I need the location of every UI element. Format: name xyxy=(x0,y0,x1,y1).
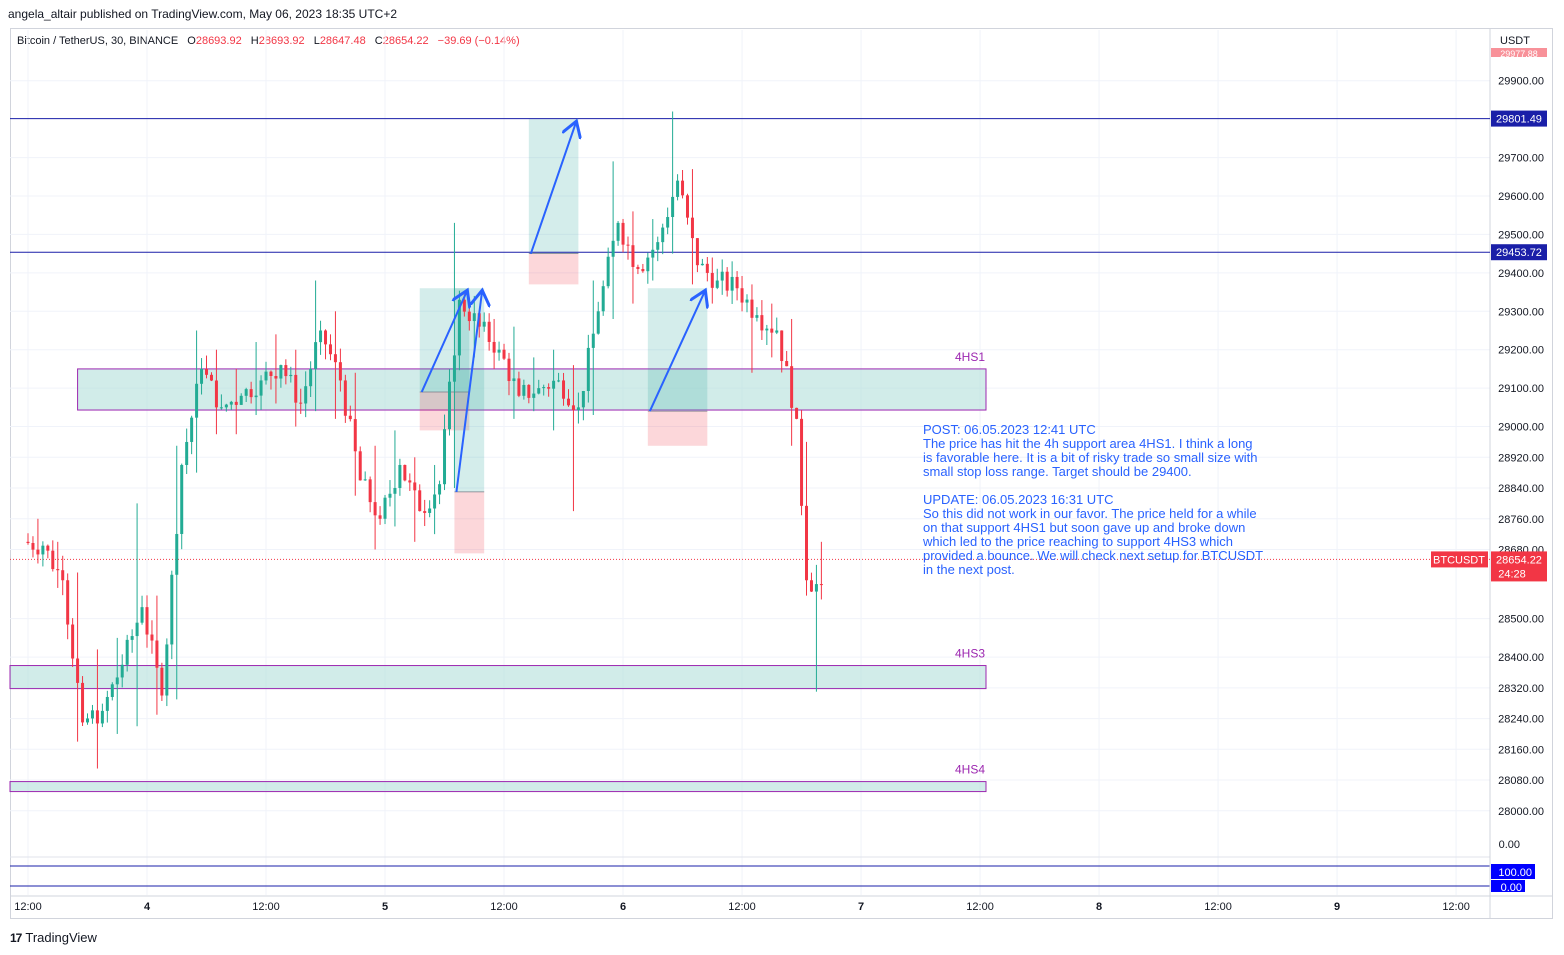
close-label: C xyxy=(374,35,383,47)
low-label: L xyxy=(313,35,320,47)
tradingview-logo[interactable]: 17 TradingView xyxy=(10,930,97,945)
high-label: H xyxy=(250,35,259,47)
open-label: O xyxy=(187,35,196,47)
symbol-name[interactable]: Bitcoin / TetherUS, 30, BINANCE xyxy=(17,35,179,47)
low-value: 28647.48 xyxy=(319,35,366,47)
tradingview-logo-icon: 17 xyxy=(10,930,22,945)
symbol-legend: Bitcoin / TetherUS, 30, BINANCE O28693.9… xyxy=(17,35,520,47)
open-value: 28693.92 xyxy=(195,35,242,47)
close-value: 28654.22 xyxy=(382,35,429,47)
tradingview-brand: TradingView xyxy=(25,930,97,945)
published-info: angela_altair published on TradingView.c… xyxy=(8,7,398,21)
high-value: 28693.92 xyxy=(258,35,305,47)
chart-frame[interactable] xyxy=(10,28,1553,919)
change-value: −39.69 (−0.14%) xyxy=(437,35,520,47)
